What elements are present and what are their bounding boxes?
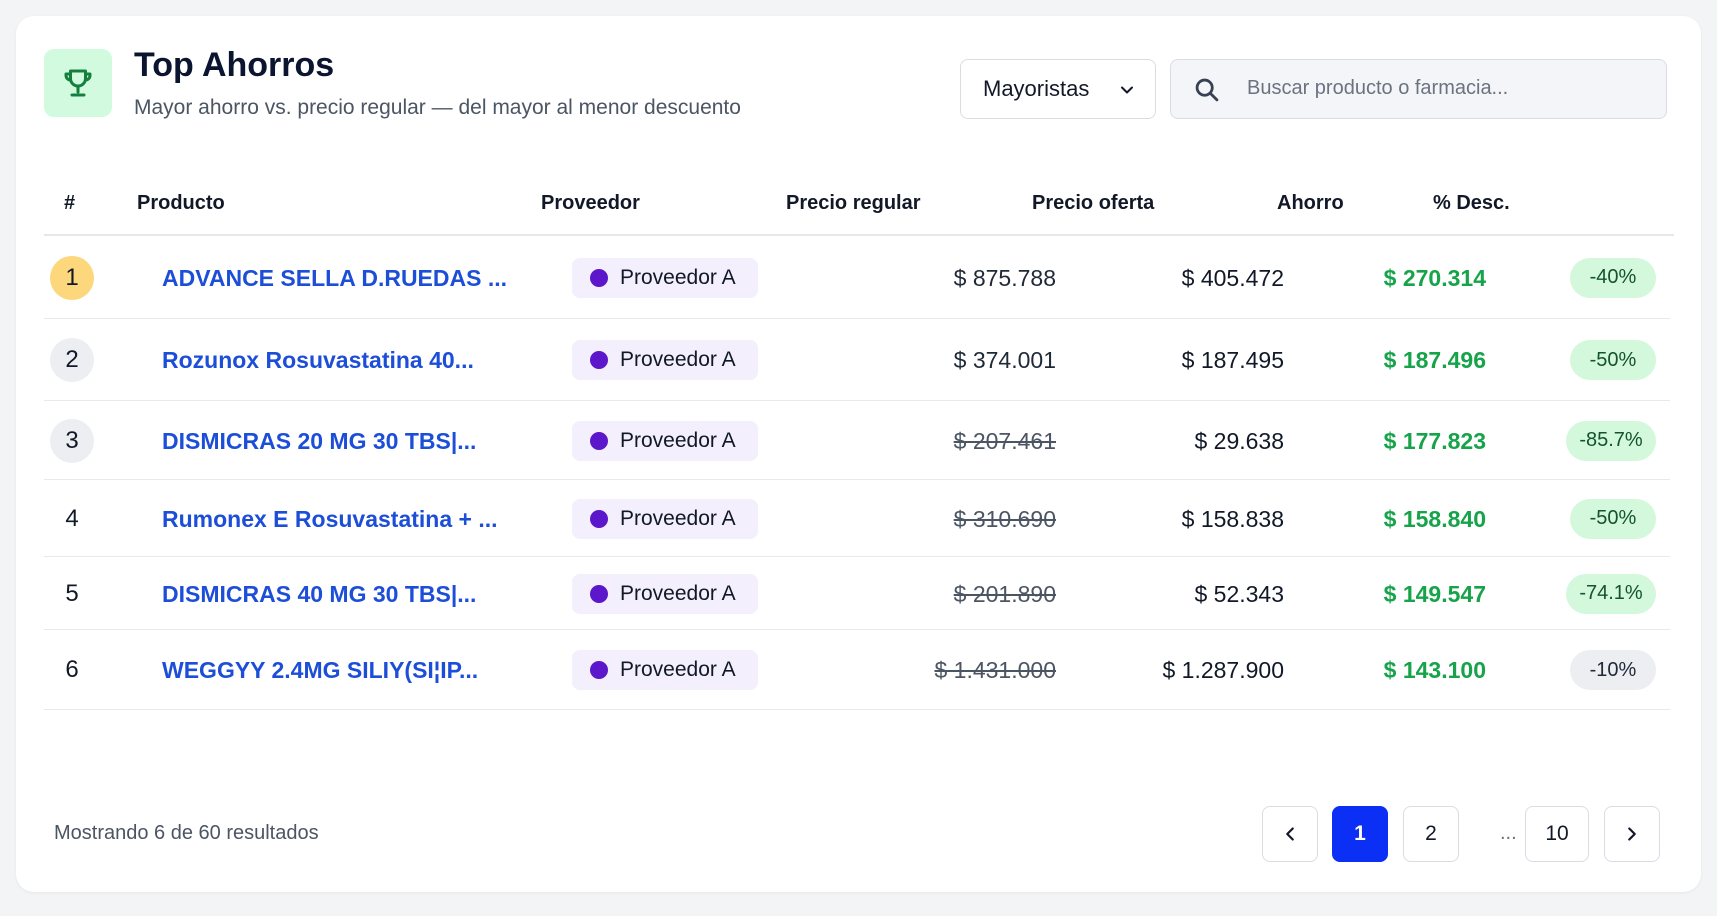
column-header-regular-price: Precio regular bbox=[786, 192, 921, 214]
table-header: # Producto Proveedor Precio regular Prec… bbox=[44, 168, 1674, 236]
page-button-10[interactable]: 10 bbox=[1525, 806, 1589, 862]
discount-badge: -50% bbox=[1570, 498, 1656, 539]
provider-label: Proveedor A bbox=[620, 506, 736, 530]
saving-amount: $ 270.314 bbox=[1383, 264, 1486, 291]
provider-dot-icon bbox=[590, 509, 608, 528]
page-button-1[interactable]: 1 bbox=[1332, 806, 1388, 862]
product-link[interactable]: Rozunox Rosuvastatina 40... bbox=[162, 347, 474, 373]
trophy-icon bbox=[64, 69, 92, 97]
provider-badge: Proveedor A bbox=[572, 573, 758, 614]
product-link[interactable]: DISMICRAS 20 MG 30 TBS|... bbox=[162, 427, 477, 454]
saving-amount: $ 149.547 bbox=[1383, 580, 1486, 607]
offer-price: $ 1.287.900 bbox=[1162, 657, 1284, 683]
discount-badge: -50% bbox=[1570, 340, 1656, 380]
provider-badge: Proveedor A bbox=[572, 650, 758, 690]
rank-badge: 3 bbox=[50, 418, 94, 463]
discount-badge: -40% bbox=[1570, 257, 1656, 298]
page-subtitle: Mayor ahorro vs. precio regular — del ma… bbox=[134, 96, 741, 119]
discount-badge: -74.1% bbox=[1566, 573, 1656, 614]
table-row[interactable]: 2 Rozunox Rosuvastatina 40... Proveedor A $… bbox=[44, 319, 1670, 401]
regular-price: $ 310.690 bbox=[953, 505, 1056, 532]
provider-badge: Proveedor A bbox=[572, 340, 758, 380]
table-row[interactable]: 3 DISMICRAS 20 MG 30 TBS|... Proveedor A $ … bbox=[44, 401, 1670, 480]
rank-badge: 4 bbox=[65, 504, 79, 532]
rank-badge: 1 bbox=[50, 255, 94, 300]
column-header-product: Producto bbox=[137, 192, 225, 214]
regular-price: $ 374.001 bbox=[953, 347, 1056, 373]
provider-dot-icon bbox=[590, 431, 608, 450]
product-link[interactable]: ADVANCE SELLA D.RUEDAS ... bbox=[162, 264, 508, 291]
page-title: Top Ahorros bbox=[134, 46, 335, 84]
provider-badge: Proveedor A bbox=[572, 498, 758, 539]
trophy-badge bbox=[44, 49, 112, 117]
rank-badge: 6 bbox=[65, 656, 79, 683]
offer-price: $ 52.343 bbox=[1194, 580, 1284, 607]
pagination-ellipsis: ... bbox=[1500, 822, 1517, 844]
results-summary: Mostrando 6 de 60 resultados bbox=[54, 822, 319, 844]
provider-dot-icon bbox=[590, 268, 608, 287]
discount-badge: -10% bbox=[1570, 650, 1656, 690]
provider-dot-icon bbox=[590, 584, 608, 603]
saving-amount: $ 158.840 bbox=[1383, 505, 1486, 532]
product-link[interactable]: WEGGYY 2.4MG SILIY(SI¦IP... bbox=[162, 657, 479, 683]
provider-label: Proveedor A bbox=[620, 348, 736, 371]
table-row[interactable]: 1 ADVANCE SELLA D.RUEDAS ... Proveedor A $ … bbox=[44, 236, 1670, 319]
column-header-rank: # bbox=[64, 192, 76, 214]
distributor-filter-select[interactable]: Mayoristas bbox=[960, 59, 1156, 119]
column-header-offer-price: Precio oferta bbox=[1032, 192, 1155, 214]
saving-amount: $ 187.496 bbox=[1383, 347, 1486, 373]
offer-price: $ 405.472 bbox=[1181, 264, 1284, 291]
chevron-down-icon bbox=[1121, 86, 1133, 94]
provider-dot-icon bbox=[590, 661, 608, 679]
regular-price: $ 207.461 bbox=[953, 427, 1056, 454]
previous-page-button[interactable] bbox=[1262, 806, 1318, 862]
card-header: Top Ahorros Mayor ahorro vs. precio regu… bbox=[16, 16, 1701, 156]
search-box bbox=[1170, 59, 1667, 119]
regular-price: $ 875.788 bbox=[953, 264, 1056, 291]
product-link[interactable]: DISMICRAS 40 MG 30 TBS|... bbox=[162, 580, 477, 607]
column-header-saving: Ahorro bbox=[1277, 192, 1344, 214]
column-header-discount: % Desc. bbox=[1433, 192, 1510, 214]
search-icon bbox=[1195, 78, 1219, 102]
table-row[interactable]: 5 DISMICRAS 40 MG 30 TBS|... Proveedor A $ … bbox=[44, 557, 1670, 630]
product-link[interactable]: Rumonex E Rosuvastatina + ... bbox=[162, 505, 498, 532]
rank-badge: 5 bbox=[65, 579, 79, 607]
page-button-2[interactable]: 2 bbox=[1403, 806, 1459, 862]
rank-badge: 2 bbox=[50, 338, 94, 382]
offer-price: $ 158.838 bbox=[1181, 505, 1284, 532]
chevron-left-icon bbox=[1286, 827, 1294, 841]
table-row[interactable]: 6 WEGGYY 2.4MG SILIY(SI¦IP... Proveedor A $… bbox=[44, 630, 1670, 710]
next-page-button[interactable] bbox=[1604, 806, 1660, 862]
chevron-right-icon bbox=[1628, 827, 1636, 841]
provider-badge: Proveedor A bbox=[572, 420, 758, 461]
distributor-filter-value: Mayoristas bbox=[983, 76, 1090, 101]
provider-label: Proveedor A bbox=[620, 265, 736, 289]
provider-badge: Proveedor A bbox=[572, 257, 758, 298]
offer-price: $ 187.495 bbox=[1181, 347, 1284, 373]
discount-badge: -85.7% bbox=[1566, 420, 1656, 461]
regular-price: $ 201.890 bbox=[953, 580, 1056, 607]
saving-amount: $ 177.823 bbox=[1383, 427, 1486, 454]
provider-dot-icon bbox=[590, 351, 608, 369]
regular-price: $ 1.431.000 bbox=[934, 657, 1056, 683]
provider-label: Proveedor A bbox=[620, 428, 736, 452]
provider-label: Proveedor A bbox=[620, 581, 736, 605]
column-header-provider: Proveedor bbox=[541, 192, 640, 214]
top-savings-card: Top Ahorros Mayor ahorro vs. precio regu… bbox=[16, 16, 1701, 892]
offer-price: $ 29.638 bbox=[1194, 427, 1284, 454]
table-row[interactable]: 4 Rumonex E Rosuvastatina + ... Proveedor … bbox=[44, 480, 1670, 557]
saving-amount: $ 143.100 bbox=[1383, 657, 1486, 683]
search-input[interactable] bbox=[1247, 60, 1647, 117]
provider-label: Proveedor A bbox=[620, 658, 736, 681]
